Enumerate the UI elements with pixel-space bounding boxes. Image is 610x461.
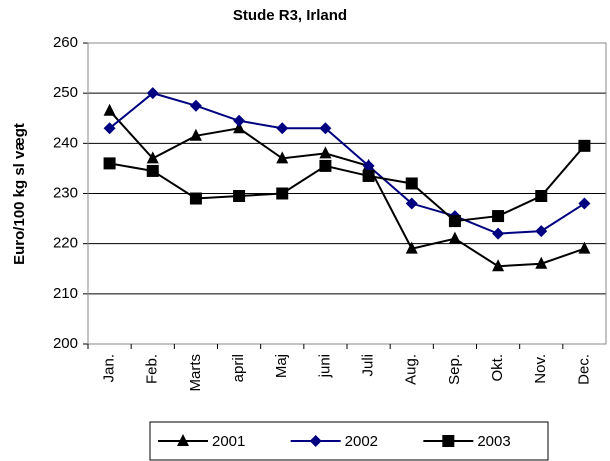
legend-label: 2003 [477, 433, 510, 450]
marker [492, 210, 505, 223]
x-tick-label: Aug. [403, 354, 420, 385]
x-tick-label: Marts [187, 354, 204, 392]
marker [319, 122, 332, 135]
y-tick-label: 250 [53, 84, 78, 101]
marker [146, 164, 159, 177]
marker [189, 192, 202, 205]
line [109, 145, 586, 223]
marker [233, 114, 246, 127]
x-tick-label: Okt. [489, 354, 506, 382]
marker [276, 122, 289, 135]
marker [492, 227, 505, 240]
x-tick-label: april [230, 354, 247, 382]
x-tick-label: Nov. [532, 354, 549, 384]
marker [103, 122, 116, 135]
marker [578, 241, 591, 254]
x-tick-label: Dec. [575, 354, 592, 385]
marker [319, 146, 332, 159]
marker [146, 87, 159, 100]
marker [405, 241, 418, 254]
y-axis-label: Euro/100 kg sl vægt [11, 123, 28, 265]
marker [177, 434, 189, 446]
marker [492, 259, 505, 272]
chart-title: Stude R3, Irland [233, 7, 347, 24]
marker [233, 121, 246, 134]
legend-label: 2002 [345, 433, 378, 450]
y-tick-label: 240 [53, 134, 78, 151]
marker [103, 157, 116, 170]
marker [535, 190, 548, 203]
marker [362, 159, 375, 172]
marker [578, 139, 591, 152]
x-tick-label: Feb. [144, 354, 161, 384]
marker [448, 231, 461, 244]
marker [578, 197, 591, 210]
x-tick-label: Jan. [101, 354, 118, 382]
marker [189, 99, 202, 112]
line [108, 92, 585, 235]
marker [233, 190, 246, 203]
marker [535, 225, 548, 238]
marker [103, 103, 116, 116]
x-tick-label: Juli [360, 354, 377, 377]
x-tick-label: juni [316, 354, 333, 378]
legend-box [149, 421, 549, 461]
marker [405, 197, 418, 210]
marker [448, 215, 461, 228]
y-tick-label: 220 [53, 235, 78, 252]
marker [442, 435, 455, 447]
marker [535, 256, 548, 269]
line [108, 110, 585, 268]
y-tick-label: 210 [53, 285, 78, 302]
marker [276, 187, 289, 200]
marker [189, 128, 202, 141]
marker [309, 435, 322, 447]
y-tick-label: 230 [53, 184, 78, 201]
marker [362, 169, 375, 182]
y-tick-label: 200 [53, 335, 78, 352]
marker [319, 159, 332, 172]
legend-label: 2001 [212, 433, 245, 450]
y-tick-label: 260 [53, 34, 78, 51]
marker [405, 177, 418, 190]
marker [276, 151, 289, 164]
marker [146, 151, 159, 164]
x-tick-label: Maj [273, 354, 290, 378]
x-tick-label: Sep. [446, 354, 463, 385]
